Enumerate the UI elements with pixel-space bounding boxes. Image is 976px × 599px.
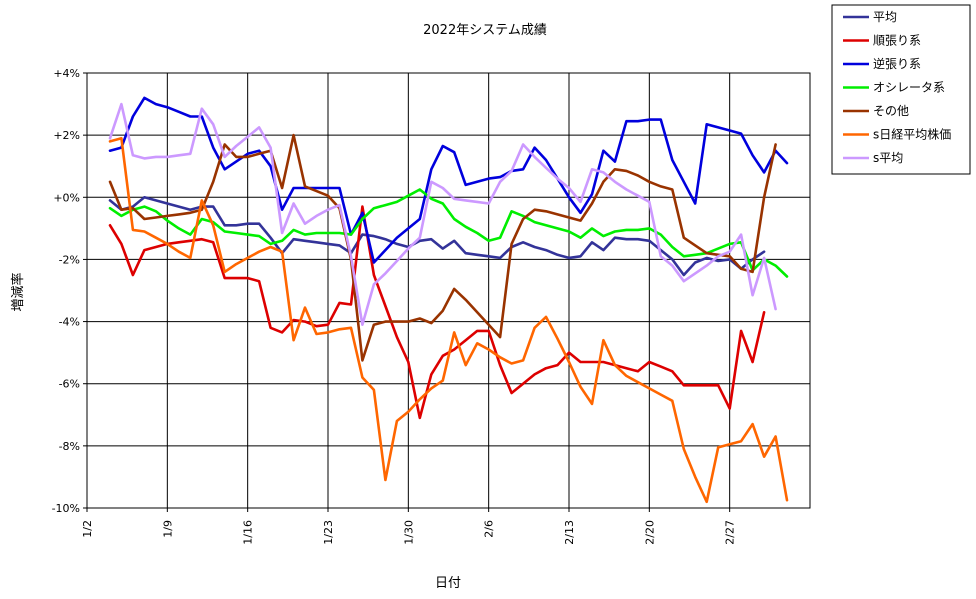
- series-line-4: [108, 188, 789, 278]
- y-tick-label: +4%: [53, 67, 80, 80]
- chart-title: 2022年システム成績: [423, 23, 547, 38]
- series-line-3: [108, 96, 789, 264]
- plot-border: [86, 72, 811, 509]
- x-tick-label: 2/27: [724, 520, 737, 545]
- x-axis-label: 日付: [435, 576, 461, 591]
- y-tick-label: -2%: [59, 253, 80, 266]
- plot-background: [87, 73, 810, 508]
- series-line-6: [108, 137, 789, 504]
- x-tick-label: 1/16: [242, 520, 255, 545]
- x-tick-label: 1/9: [161, 520, 174, 538]
- legend-label-1: 平均: [873, 10, 897, 24]
- y-tick-label: +0%: [53, 191, 80, 204]
- series-line-5: [108, 133, 777, 362]
- x-tick-label: 1/23: [322, 520, 335, 545]
- legend-label-4: オシレータ系: [873, 81, 945, 95]
- x-tick-label: 2/13: [563, 520, 576, 545]
- y-tick-label: -4%: [59, 316, 80, 329]
- x-tick-label: 1/30: [402, 520, 415, 545]
- legend-label-3: 逆張り系: [873, 56, 921, 71]
- legend-label-2: 順張り系: [873, 34, 921, 48]
- legend-label-5: その他: [873, 104, 909, 118]
- x-tick-label: 2/6: [483, 520, 496, 538]
- legend-label-7: s平均: [873, 151, 903, 165]
- plot-area: +4% +2% +0% -2% -4% -6% -8% -10%1/2 1/9 1/16 1/23 1…: [52, 67, 811, 545]
- y-tick-label: +2%: [53, 129, 80, 142]
- x-tick-label: 1/2: [81, 520, 94, 538]
- series-line-2: [108, 205, 766, 420]
- y-tick-label: -6%: [59, 378, 80, 391]
- legend-box: [831, 4, 971, 175]
- y-axis-label: 増減率: [10, 272, 26, 311]
- y-tick-label: -10%: [52, 502, 80, 515]
- y-tick-label: -8%: [59, 440, 80, 453]
- x-tick-label: 2/20: [643, 520, 656, 545]
- legend-label-6: s日経平均株価: [873, 127, 951, 142]
- series-line-7: [108, 102, 777, 326]
- series-line-1: [108, 196, 766, 277]
